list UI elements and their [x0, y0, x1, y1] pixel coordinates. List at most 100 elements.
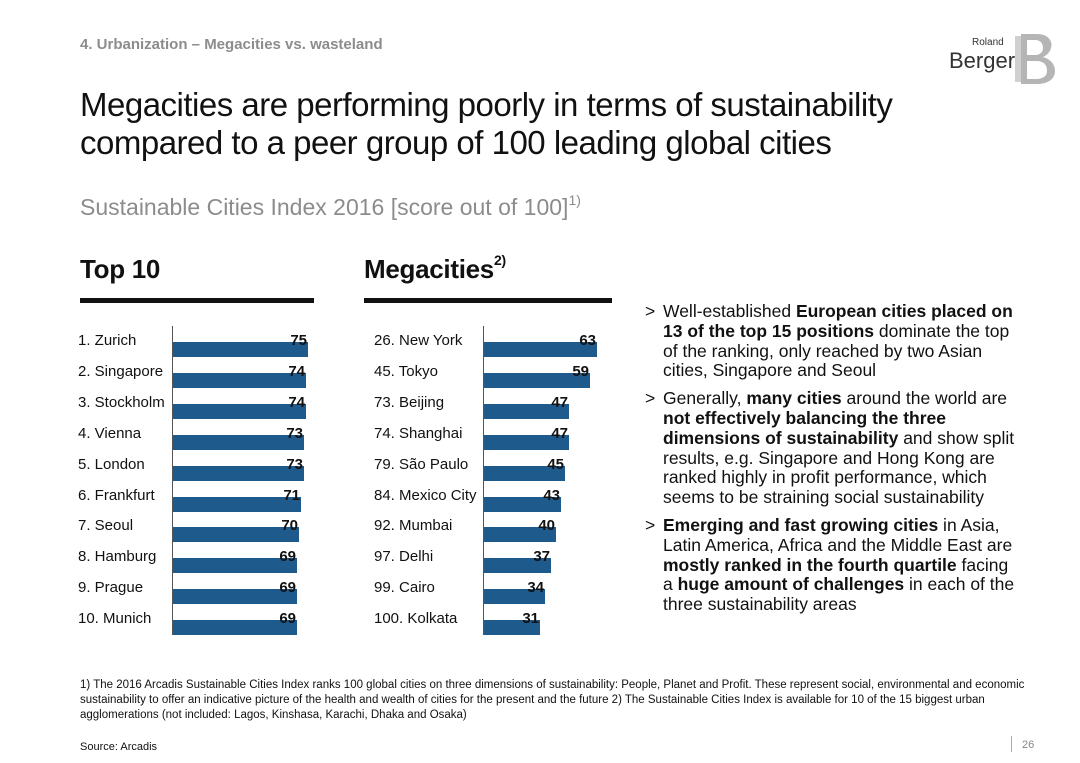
- bullet-marker: >: [645, 514, 656, 535]
- bullet-emphasis-text: Emerging and fast growing cities: [663, 514, 939, 535]
- bullet-text: facing a: [663, 554, 1009, 595]
- bar-category-label: 100. Kolkata: [374, 610, 458, 628]
- bar: [484, 403, 569, 419]
- bar-value-label: 43: [543, 486, 560, 504]
- megacities-title-text: Megacities: [364, 254, 494, 284]
- bar-category-label: 73. Beijing: [374, 393, 445, 411]
- bar-category-label: 6. Frankfurt: [78, 486, 155, 504]
- bar-category-label: 10. Munich: [78, 610, 152, 628]
- bar-category-label: 79. São Paulo: [374, 455, 469, 473]
- bar-value-label: 59: [572, 362, 589, 380]
- bar: [173, 558, 297, 574]
- bullet-text: in Asia, Latin America, Africa and the M…: [663, 514, 1013, 555]
- bar-category-label: 74. Shanghai: [374, 424, 463, 442]
- bar: [484, 620, 540, 636]
- top10-chart-title: Top 10: [80, 254, 160, 285]
- bar-value-label: 70: [281, 517, 298, 535]
- bar-value-label: 31: [522, 610, 539, 628]
- bullet-emphasis-text: European cities placed on 13 of the top …: [663, 301, 1013, 341]
- bar-category-label: 5. London: [78, 455, 145, 473]
- bar-value-label: 74: [288, 362, 305, 380]
- chart-subtitle: Sustainable Cities Index 2016 [score out…: [80, 192, 581, 221]
- headline: Megacities are performing poorly in term…: [80, 86, 893, 161]
- bar-value-label: 73: [286, 424, 303, 442]
- bar-value-label: 73: [286, 455, 303, 473]
- bar-category-label: 7. Seoul: [78, 517, 134, 535]
- bar-category-label: 8. Hamburg: [78, 548, 157, 566]
- bar-category-label: 99. Cairo: [374, 579, 435, 597]
- bullet-emphasis-text: not effectively balancing the three dime…: [663, 407, 946, 448]
- bar-value-label: 45: [547, 455, 564, 473]
- bar: [484, 342, 597, 357]
- bullet-text: and show split results, e.g. Singapore a…: [663, 427, 1015, 508]
- bar: [173, 589, 297, 605]
- bar-value-label: 37: [533, 548, 550, 566]
- bar-category-label: 26. New York: [374, 332, 463, 349]
- bar-value-label: 69: [279, 548, 296, 566]
- bar-category-label: 84. Mexico City: [374, 486, 477, 504]
- top10-axis-line: [172, 326, 173, 635]
- bar-value-label: 40: [538, 517, 555, 535]
- bar-value-label: 71: [283, 486, 300, 504]
- bar-value-label: 75: [290, 332, 307, 349]
- bar: [484, 465, 565, 481]
- page-number-divider: [1011, 736, 1012, 752]
- bar-value-label: 34: [527, 579, 544, 597]
- bar-category-label: 9. Prague: [78, 579, 144, 597]
- megacities-axis-line: [483, 326, 484, 635]
- bar-value-label: 47: [551, 393, 568, 411]
- logo-roland-text: Roland: [972, 37, 1004, 48]
- source: Source: Arcadis: [80, 741, 158, 753]
- bullet-emphasis-text: many cities: [746, 388, 842, 409]
- bar-value-label: 74: [288, 393, 305, 411]
- bullet-text: dominate the top of the ranking, only re…: [663, 320, 1010, 381]
- bar: [484, 589, 545, 605]
- bar-value-label: 47: [551, 424, 568, 442]
- bullet-emphasis-text: mostly ranked in the fourth quartile: [663, 554, 957, 575]
- bullet-item: > Emerging and fast growing cities in Asi…: [645, 514, 1015, 615]
- bar-category-label: 92. Mumbai: [374, 517, 453, 535]
- bar-value-label: 63: [579, 332, 596, 349]
- bullet-text: around the world are: [841, 388, 1008, 409]
- bullet-item: > Well-established European cities placed…: [645, 301, 1015, 381]
- subtitle-footnote-mark: 1): [568, 192, 581, 208]
- bar-category-label: 2. Singapore: [78, 362, 164, 380]
- roland-berger-logo: Roland Berger: [949, 34, 1059, 84]
- bar: [173, 496, 301, 512]
- bar-value-label: 69: [279, 579, 296, 597]
- section-title: 4. Urbanization – Megacities vs. wastela…: [80, 36, 383, 53]
- megacities-title-rule: [364, 298, 612, 303]
- bullet-emphasis-text: huge amount of challenges: [677, 574, 905, 595]
- bar: [173, 434, 304, 450]
- bullet-text: in each of the three sustainability area…: [663, 574, 1015, 615]
- bar: [173, 342, 308, 357]
- megacities-title-footnote-mark: 2): [493, 252, 506, 268]
- bar: [484, 558, 551, 574]
- bar-category-label: 97. Delhi: [374, 548, 434, 566]
- megacities-chart-title: Megacities2): [364, 252, 506, 285]
- bullet-text: Well-established: [663, 301, 796, 321]
- bar: [484, 527, 556, 543]
- bar-value-label: 69: [279, 610, 296, 628]
- bar: [173, 403, 306, 419]
- top10-title-text: Top 10: [80, 254, 161, 284]
- bar: [173, 465, 304, 481]
- bar-category-label: 1. Zurich: [78, 332, 137, 349]
- page-number: 26: [1022, 739, 1035, 751]
- subtitle-text: Sustainable Cities Index 2016 [score out…: [80, 194, 569, 220]
- bar: [484, 434, 569, 450]
- top10-title-rule: [80, 298, 314, 303]
- footnote: 1) The 2016 Arcadis Sustainable Cities I…: [80, 679, 1025, 721]
- bullet-item: > Generally, many cities around the world…: [645, 388, 1015, 508]
- bar: [173, 620, 297, 636]
- bar: [173, 372, 306, 388]
- bullet-list: > Well-established European cities placed…: [645, 301, 1015, 623]
- bullet-text: Generally,: [663, 388, 747, 409]
- bar: [173, 527, 299, 543]
- bar-category-label: 45. Tokyo: [374, 362, 438, 380]
- logo-berger-text: Berger: [949, 48, 1016, 73]
- bar-category-label: 4. Vienna: [78, 424, 142, 442]
- bullet-marker: >: [645, 301, 656, 321]
- bar: [484, 372, 590, 388]
- logo-b-mark-icon: [1015, 34, 1055, 84]
